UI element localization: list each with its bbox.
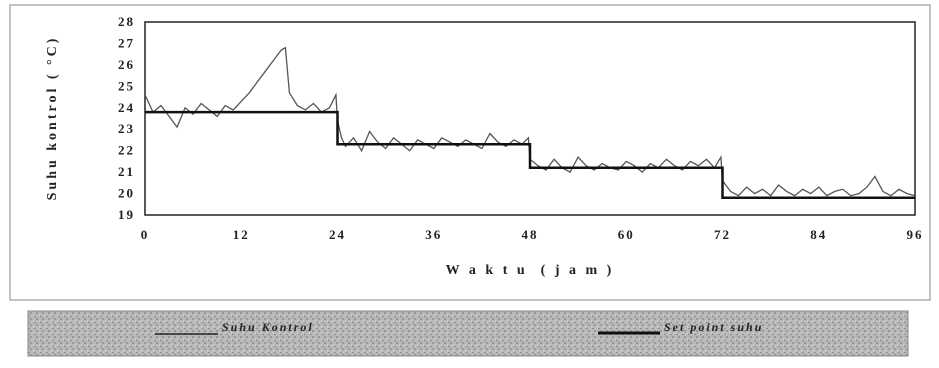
y-tick-label: 20 [118,186,135,201]
x-tick-label: 24 [329,227,346,242]
y-tick-label: 28 [118,14,135,29]
x-tick-label: 60 [618,227,635,242]
legend-label-set-point: Set point suhu [664,320,763,334]
x-axis-ticks: 0 12 24 36 48 60 72 84 96 [141,227,924,242]
y-tick-label: 24 [118,100,135,115]
y-tick-label: 23 [118,121,135,136]
series-layer [144,46,916,200]
x-tick-label: 12 [233,227,250,242]
x-tick-label: 84 [810,227,827,242]
plot-area [144,21,916,216]
y-axis-title: Suhu kontrol ( °C) [45,36,60,201]
x-tick-label: 48 [522,227,539,242]
y-tick-label: 19 [118,207,135,222]
y-tick-label: 21 [118,164,135,179]
y-tick-label: 25 [118,78,135,93]
y-tick-label: 22 [118,143,135,158]
series-line-set-point [145,110,915,200]
y-tick-label: 26 [118,57,135,72]
y-axis-ticks: 19 20 21 22 23 24 25 26 27 28 [118,14,135,222]
x-tick-label: 0 [141,227,150,242]
legend-label-suhu-kontrol: Suhu Kontrol [222,320,314,334]
x-tick-label: 36 [425,227,442,242]
x-tick-label: 72 [714,227,731,242]
figure-frame [9,4,931,301]
x-axis-title: W a k t u ( j a m ) [446,263,615,278]
y-tick-label: 27 [118,35,135,50]
series-line-suhu-kontrol [144,46,916,197]
x-tick-label: 96 [907,227,924,242]
